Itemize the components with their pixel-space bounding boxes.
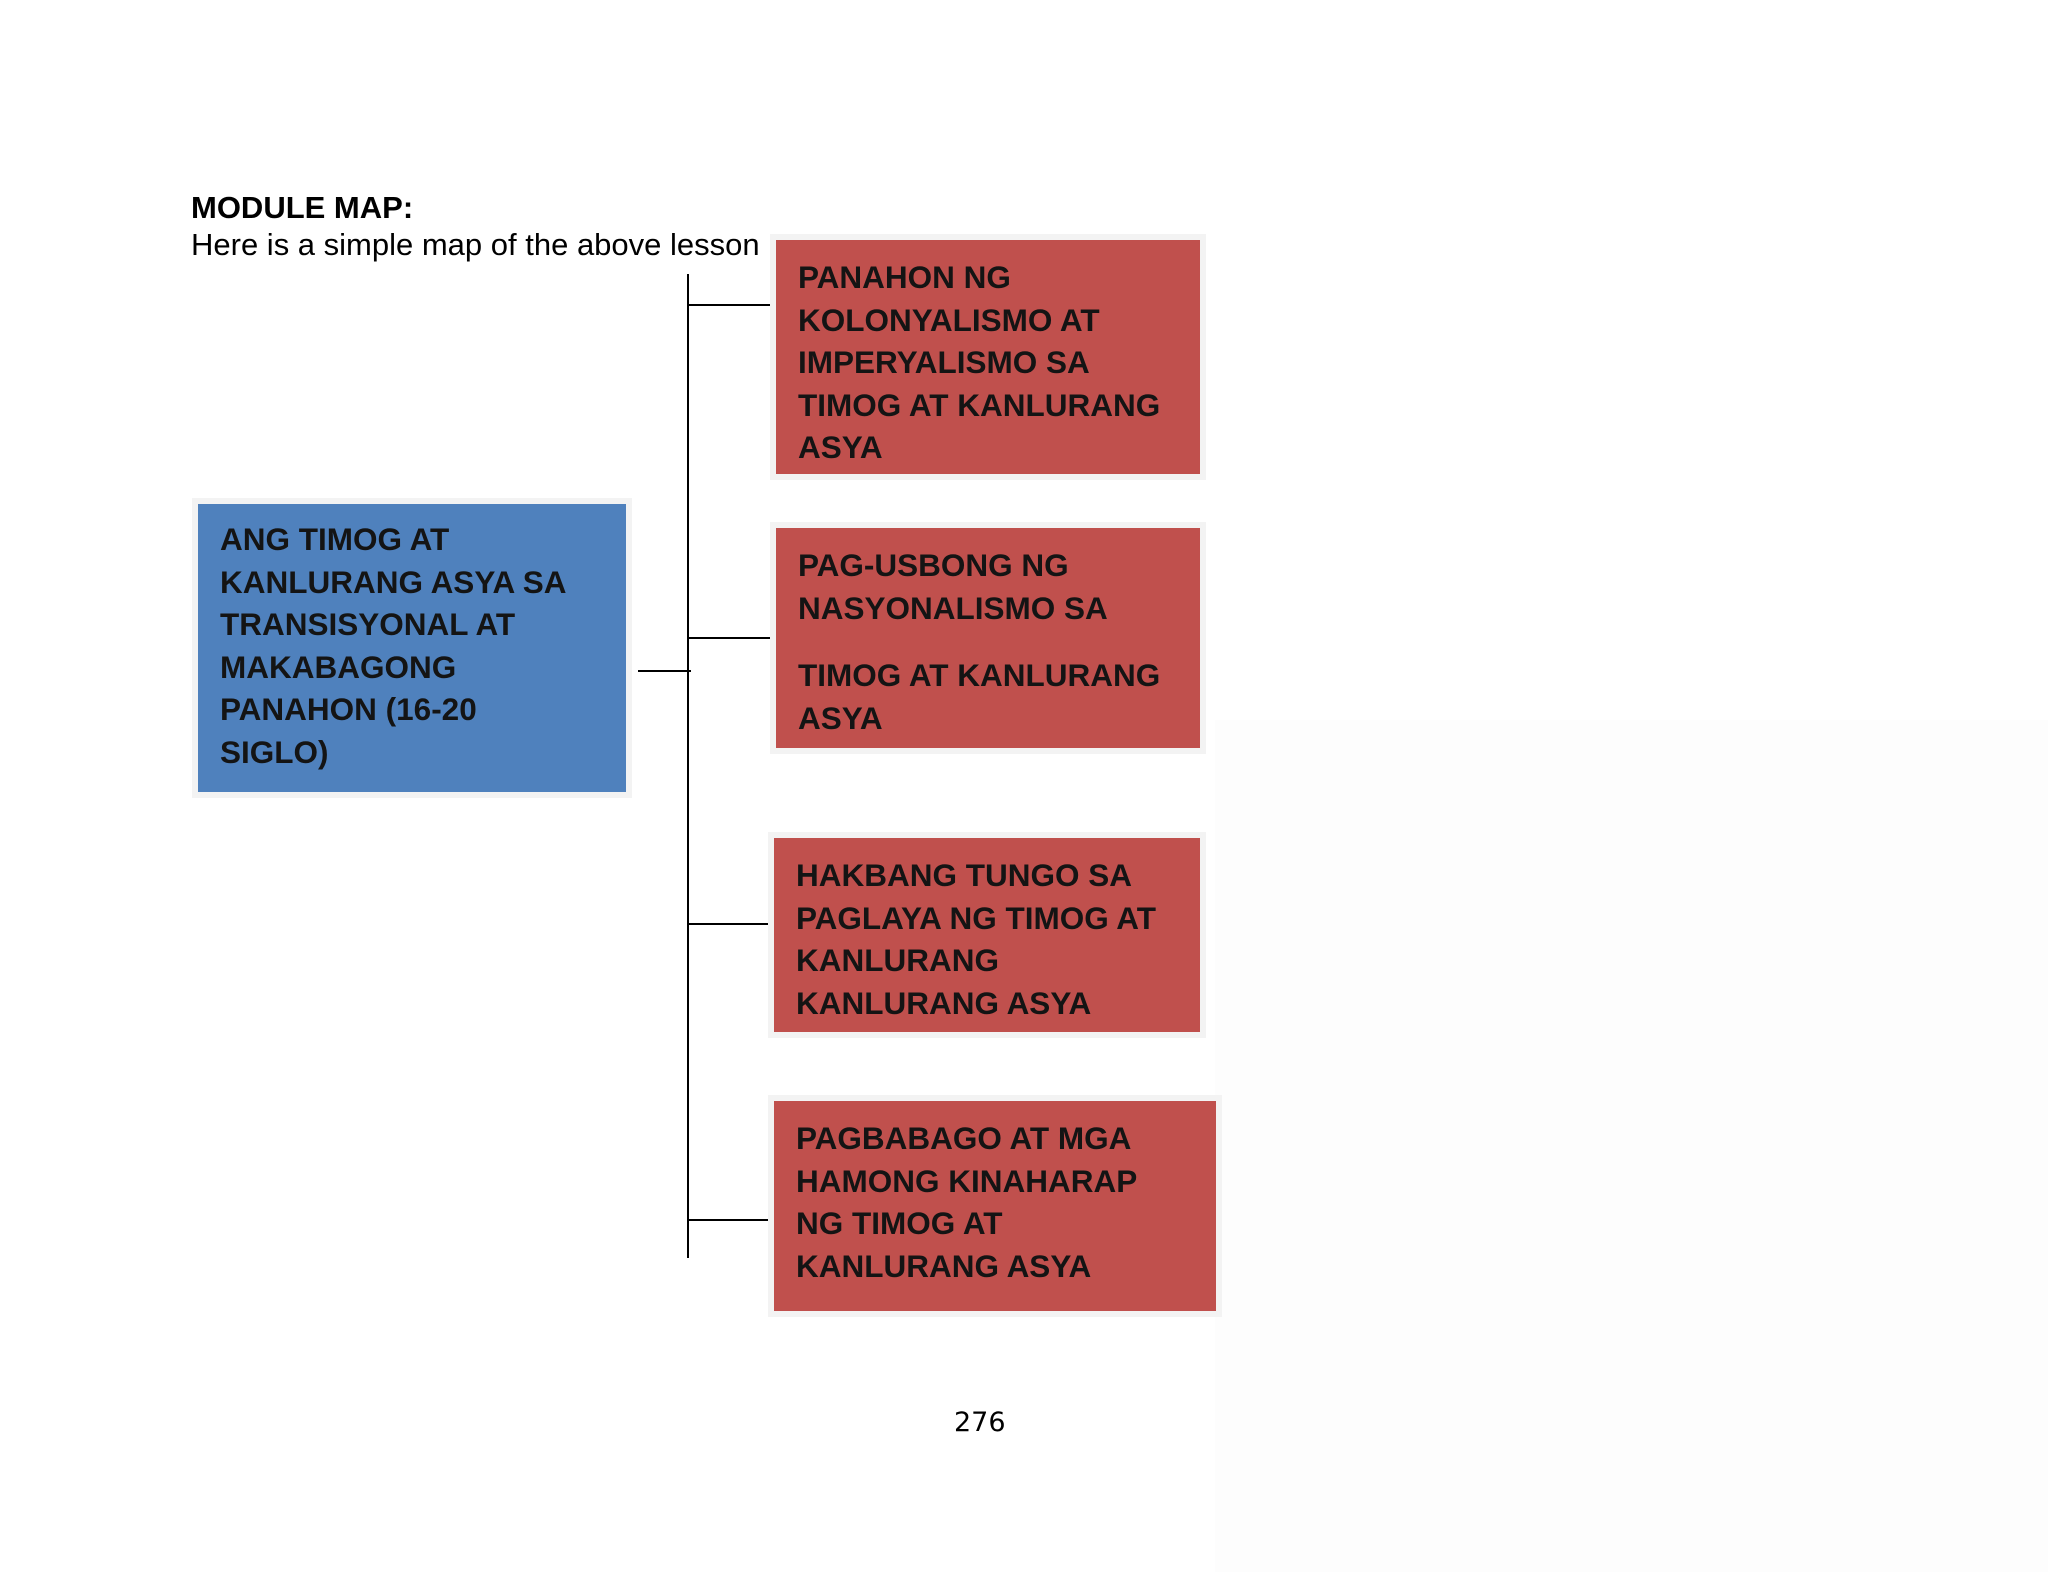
subtopic-line: KANLURANG ASYA xyxy=(796,1247,1092,1284)
subtopic-line: PAG-USBONG NG xyxy=(798,547,1069,583)
subtopic-line: ASYA xyxy=(798,699,883,736)
module-map-heading: MODULE MAP: xyxy=(191,190,414,225)
subtopic-line: PAGBABAGO AT MGA xyxy=(796,1120,1132,1156)
subtopic-line: HAMONG KINAHARAP xyxy=(796,1162,1138,1199)
main-topic-line: KANLURANG ASYA SA xyxy=(220,563,567,600)
page-background-shade xyxy=(1215,720,2048,1572)
main-topic-line: TRANSISYONAL AT xyxy=(220,606,516,642)
subtopic-line: PANAHON NG xyxy=(798,259,1011,295)
main-topic-line: ANG TIMOG AT xyxy=(220,521,450,557)
subtopic-line: KANLURANG xyxy=(796,942,999,978)
subtopic-box-challenges: PAGBABAGO AT MGA HAMONG KINAHARAP NG TIM… xyxy=(768,1095,1222,1317)
main-topic-line: MAKABAGONG xyxy=(220,648,457,685)
subtopic-line: IMPERYALISMO SA xyxy=(798,344,1090,380)
module-map-subheading: Here is a simple map of the above lesson xyxy=(191,227,760,262)
subtopic-line: HAKBANG TUNGO SA xyxy=(796,857,1132,893)
subtopic-line: KANLURANG ASYA xyxy=(796,984,1092,1021)
subtopic-line: ASYA xyxy=(798,429,883,465)
subtopic-line: PAGLAYA NG TIMOG AT xyxy=(796,899,1156,936)
subtopic-box-nationalism: PAG-USBONG NG NASYONALISMO SA TIMOG AT K… xyxy=(770,522,1206,754)
main-topic-line: SIGLO) xyxy=(220,733,329,770)
subtopic-box-colonialism: PANAHON NG KOLONYALISMO AT IMPERYALISMO … xyxy=(770,234,1206,480)
subtopic-line: TIMOG AT KANLURANG xyxy=(798,657,1161,693)
main-topic-box: ANG TIMOG AT KANLURANG ASYA SA TRANSISYO… xyxy=(192,498,632,798)
subtopic-line: NASYONALISMO SA xyxy=(798,589,1108,626)
subtopic-box-liberation: HAKBANG TUNGO SA PAGLAYA NG TIMOG AT KAN… xyxy=(768,832,1206,1038)
subtopic-line: NG TIMOG AT xyxy=(796,1205,1003,1241)
page-number: 276 xyxy=(954,1407,1006,1438)
main-topic-line: PANAHON (16-20 xyxy=(220,691,477,727)
subtopic-line: KOLONYALISMO AT xyxy=(798,301,1100,338)
subtopic-line: TIMOG AT KANLURANG xyxy=(798,386,1161,423)
